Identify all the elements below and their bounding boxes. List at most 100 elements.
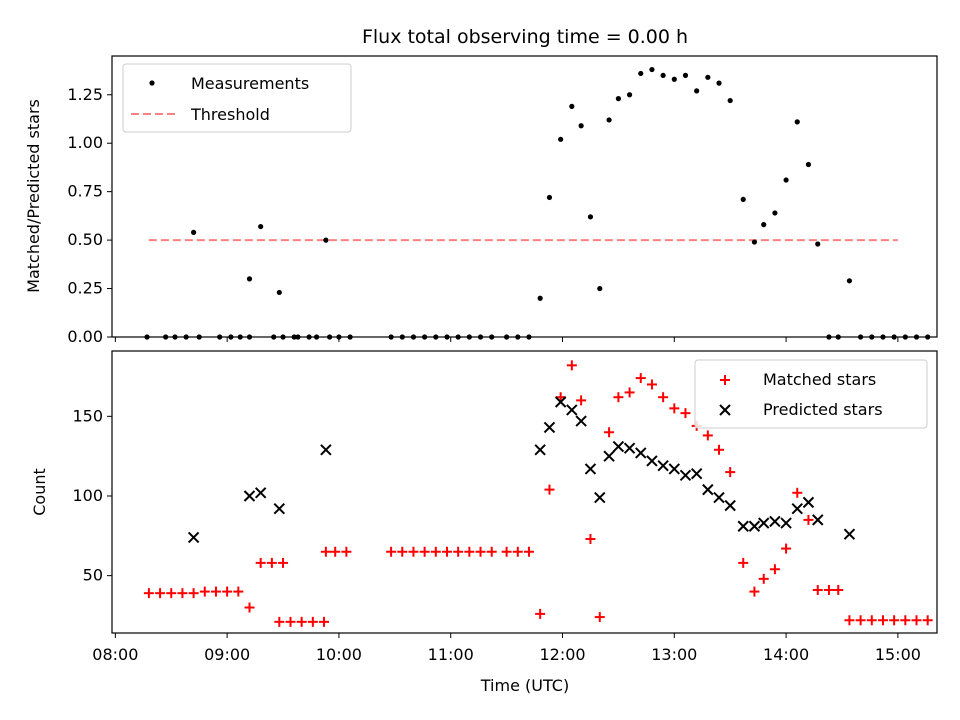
measurement-point (489, 334, 495, 340)
measurement-point (615, 96, 622, 102)
measurement-point (217, 334, 223, 340)
measurement-point (794, 119, 800, 125)
predicted-star-marker-b (646, 455, 658, 467)
x-tick-label: 08:00 (92, 645, 138, 664)
measurement-point (546, 194, 553, 201)
bottom-legend: Matched stars Predicted stars (694, 359, 928, 429)
predicted-star-marker-b (657, 460, 669, 472)
measurement-point (246, 276, 253, 282)
predicted-star-marker-b (812, 514, 824, 526)
measurement-point (638, 70, 644, 77)
measurement-point (327, 334, 333, 340)
predicted-star-marker-b (273, 503, 286, 515)
measurement-point (336, 334, 342, 340)
measurement-point (466, 334, 472, 340)
measurement-point (597, 285, 603, 292)
measurement-point (826, 334, 832, 340)
predicted-star-marker-b (668, 463, 681, 475)
measurement-point (399, 334, 405, 340)
measurement-point (280, 334, 286, 340)
predicted-star-marker-b (635, 447, 647, 459)
measurement-point (258, 223, 264, 230)
x-tick-label: 13:00 (651, 645, 697, 664)
bottom-y-tick-label: 50 (83, 566, 103, 585)
x-tick-label: 10:00 (316, 645, 362, 664)
measurement-point (578, 123, 584, 129)
measurement-point (422, 334, 428, 340)
top-y-tick-label: 0.25 (67, 279, 103, 298)
top-panel: 0.00 0.25 0.50 0.75 1.00 1.25 Measurements Thre… (67, 55, 938, 346)
measurement-point (347, 334, 353, 340)
measurement-point (558, 136, 564, 142)
measurement-point (444, 334, 450, 340)
predicted-star-marker-b (575, 415, 587, 427)
measurement-point (455, 334, 461, 340)
measurement-point (410, 334, 417, 340)
measurement-point (740, 196, 746, 203)
measurement-point (515, 334, 521, 340)
measurement-point (606, 117, 612, 123)
measurement-point (727, 97, 733, 104)
legend-predicted-label: Predicted stars (763, 400, 883, 419)
measurement-point (196, 334, 202, 340)
predicted-star-marker-b (802, 496, 815, 509)
predicted-star-marker-b (737, 520, 749, 532)
measurement-point (237, 334, 243, 340)
measurement-point (477, 334, 484, 340)
predicted-star-marker-b (679, 469, 692, 481)
top-legend-box (122, 63, 352, 133)
measurement-point (761, 222, 767, 228)
top-y-tick-label: 0.75 (67, 182, 103, 201)
measurement-point (671, 76, 677, 82)
predicted-star-marker-b (780, 517, 792, 529)
predicted-star-marker-b (769, 515, 781, 528)
measurement-point (858, 334, 864, 340)
measurement-point (313, 334, 320, 340)
measurement-point (869, 334, 875, 340)
predicted-star-marker-b (758, 517, 770, 529)
measurement-point (716, 80, 722, 86)
predicted-star-marker-b (254, 487, 267, 499)
top-y-tick-label: 0.00 (67, 327, 103, 346)
predicted-star-marker-b (187, 531, 200, 544)
predicted-star-marker-b (554, 396, 567, 408)
top-y-tick-label: 0.50 (67, 230, 103, 249)
measurement-point (246, 334, 253, 340)
measurement-point (587, 214, 594, 220)
measurement-point (626, 92, 633, 98)
measurement-point (433, 334, 439, 340)
predicted-star-marker-b (713, 491, 725, 504)
predicted-star-marker-b (612, 440, 625, 453)
top-y-axis-label: Matched/Predicted stars (24, 99, 43, 293)
measurement-point (835, 334, 841, 340)
bottom-plot-frame (111, 350, 938, 634)
predicted-star-marker-b (320, 444, 332, 456)
measurement-point (751, 239, 758, 245)
measurement-point (388, 334, 394, 340)
measurement-point (660, 72, 666, 78)
measurement-point (276, 289, 282, 296)
predicted-star-marker-b (724, 499, 736, 512)
top-plot-frame (111, 55, 938, 338)
measurement-point (323, 237, 329, 243)
measurement-point (228, 334, 234, 340)
top-y-tick-label: 1.00 (67, 133, 103, 152)
predicted-star-marker-b (702, 483, 714, 496)
legend-threshold-label: Threshold (190, 105, 270, 124)
measurement-point (306, 334, 312, 340)
measurement-point (815, 241, 821, 247)
measurement-point (925, 334, 931, 340)
measurement-point (271, 334, 277, 340)
measurement-point (526, 334, 532, 340)
measurement-point (846, 278, 853, 284)
predicted-star-marker-b (719, 404, 731, 416)
measurement-point (172, 334, 178, 340)
measurement-point (191, 229, 197, 235)
predicted-star-marker-b (791, 503, 803, 515)
measurement-point (682, 72, 689, 78)
bottom-y-tick-label: 150 (72, 406, 103, 425)
legend-measurements-marker (149, 80, 155, 86)
x-axis-label: Time (UTC) (480, 676, 569, 695)
measurement-point (913, 334, 920, 340)
